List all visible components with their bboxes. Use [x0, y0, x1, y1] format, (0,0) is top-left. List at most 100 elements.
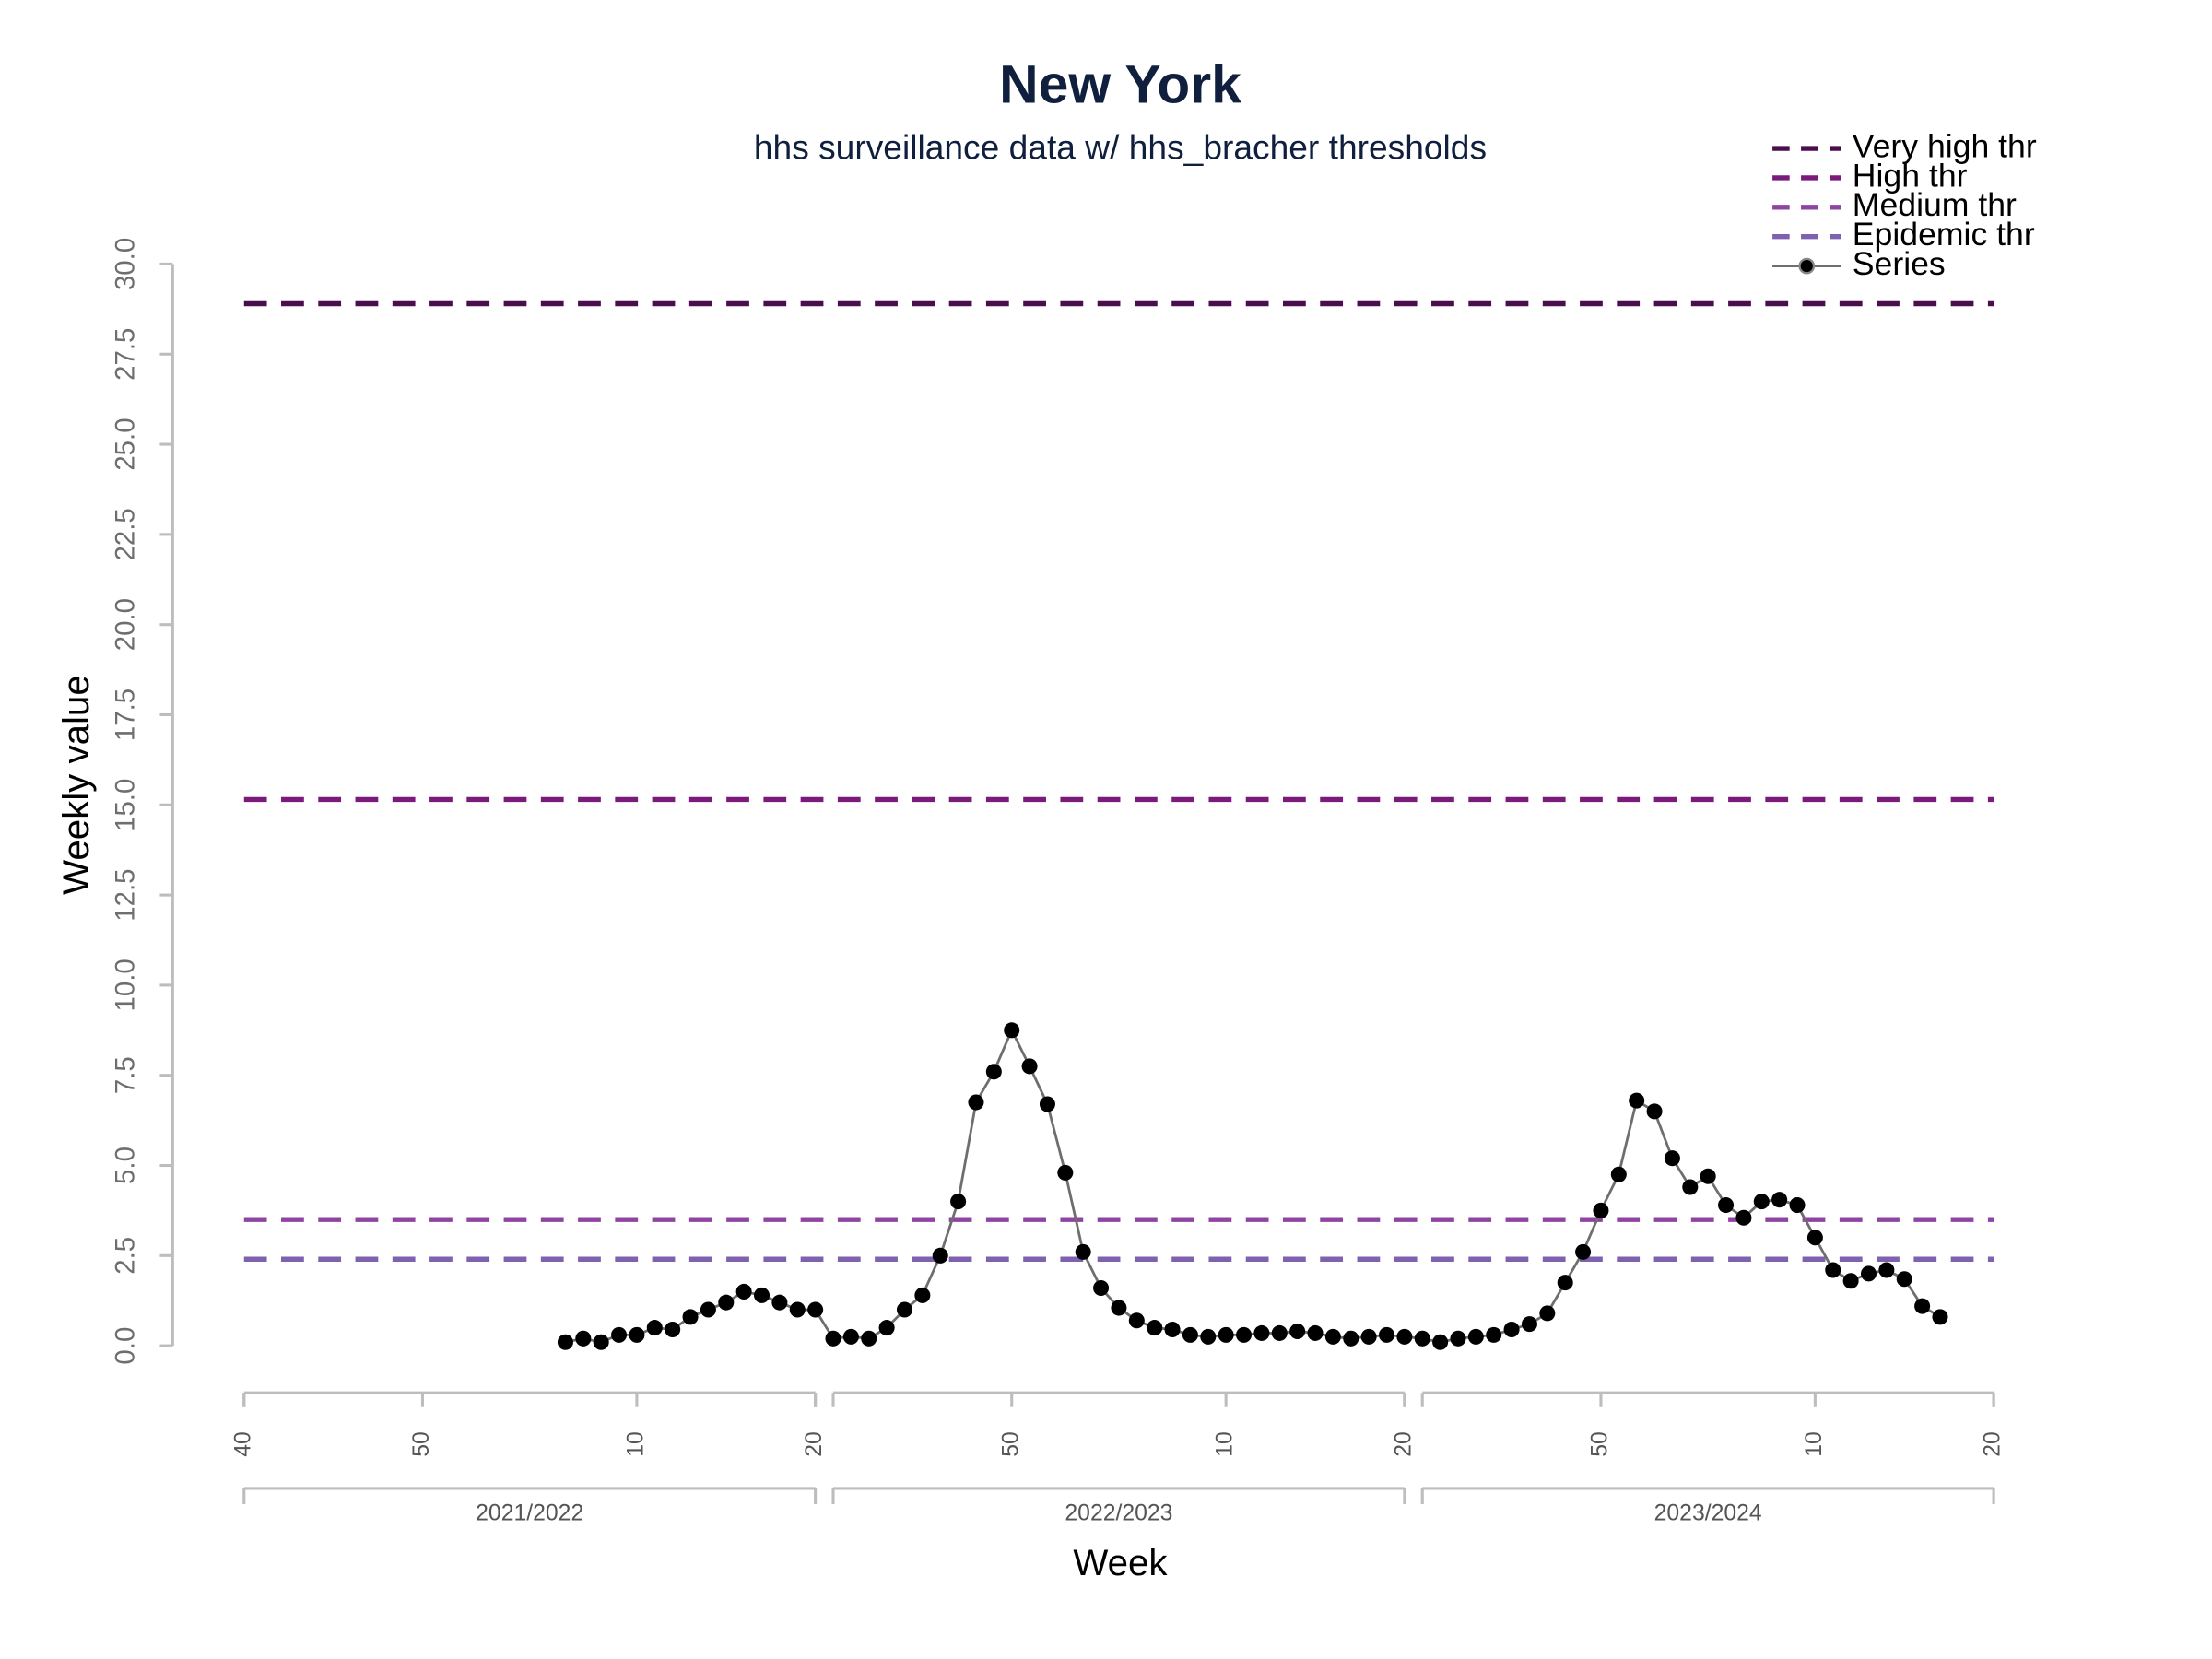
data-point [1378, 1326, 1395, 1343]
data-point [1629, 1092, 1645, 1109]
data-point [629, 1326, 645, 1343]
data-point [1236, 1326, 1253, 1343]
data-point [557, 1334, 573, 1350]
data-point [861, 1330, 877, 1347]
y-tick-label: 30.0 [111, 238, 141, 290]
data-point [1735, 1209, 1752, 1226]
data-point [1218, 1326, 1234, 1343]
data-point [1271, 1324, 1288, 1341]
data-point [842, 1328, 859, 1345]
season-label: 2021/2022 [476, 1500, 583, 1525]
data-point [789, 1301, 806, 1318]
x-tick-label: 20 [802, 1431, 827, 1457]
data-point [1253, 1324, 1270, 1341]
data-point [1182, 1326, 1198, 1343]
data-point [1467, 1328, 1484, 1345]
data-point [754, 1287, 771, 1303]
y-tick-label: 0.0 [111, 1327, 141, 1365]
data-point [1057, 1164, 1074, 1181]
y-tick-label: 27.5 [111, 328, 141, 381]
legend-label: Epidemic thr [1853, 216, 2035, 253]
data-point [1164, 1322, 1181, 1338]
data-point [1896, 1271, 1912, 1288]
season-label: 2022/2023 [1065, 1500, 1172, 1525]
x-axis-label: Week [1073, 1542, 1168, 1583]
data-point [878, 1320, 895, 1336]
data-point [968, 1094, 984, 1111]
data-point [1004, 1022, 1020, 1039]
x-tick-label: 40 [230, 1431, 255, 1457]
y-tick-label: 5.0 [111, 1147, 141, 1184]
x-tick-label: 10 [1802, 1431, 1827, 1457]
x-tick-label: 50 [998, 1431, 1023, 1457]
data-point [646, 1320, 663, 1336]
data-point [1753, 1194, 1770, 1210]
data-point [1718, 1197, 1735, 1214]
data-point [1414, 1330, 1430, 1347]
data-point [1646, 1103, 1663, 1120]
series-line [565, 1027, 1941, 1344]
data-point [807, 1301, 824, 1318]
data-point [1396, 1328, 1413, 1345]
data-point [950, 1194, 967, 1210]
data-point [1307, 1324, 1324, 1341]
data-point [985, 1064, 1002, 1080]
data-point [700, 1301, 716, 1318]
data-point [735, 1283, 752, 1300]
data-point [1700, 1168, 1716, 1184]
data-point [1111, 1300, 1127, 1316]
data-point [825, 1330, 841, 1347]
data-point [896, 1301, 913, 1318]
data-point [771, 1294, 788, 1311]
y-tick-label: 12.5 [111, 868, 141, 921]
data-point [1914, 1298, 1931, 1314]
data-point [1289, 1323, 1306, 1339]
data-point [1075, 1243, 1091, 1260]
data-point [1593, 1202, 1609, 1218]
data-point [914, 1287, 931, 1303]
chart-subtitle: hhs surveillance data w/ hhs_bracher thr… [754, 127, 1487, 166]
x-tick-label: 20 [1391, 1431, 1416, 1457]
data-point [1128, 1312, 1145, 1329]
y-tick-label: 25.0 [111, 418, 141, 470]
data-point [718, 1294, 735, 1311]
data-point [1343, 1330, 1359, 1347]
x-tick-label: 50 [1587, 1431, 1612, 1457]
legend-label: Medium thr [1853, 186, 2017, 223]
data-point [1200, 1328, 1217, 1345]
y-tick-label: 22.5 [111, 508, 141, 560]
data-point [1450, 1330, 1466, 1347]
data-point [932, 1247, 948, 1264]
data-point [1575, 1243, 1592, 1260]
data-point [1842, 1273, 1859, 1289]
data-point [1521, 1316, 1537, 1333]
chart-title: New York [999, 55, 1241, 115]
y-tick-label: 2.5 [111, 1237, 141, 1275]
data-point [1039, 1096, 1055, 1112]
data-point [1610, 1166, 1627, 1182]
data-point [593, 1334, 609, 1350]
legend-label: High thr [1853, 157, 1968, 194]
data-point [1093, 1280, 1110, 1297]
data-point [1432, 1334, 1449, 1350]
data-point [682, 1309, 699, 1325]
data-point [1503, 1322, 1520, 1338]
data-point [1021, 1058, 1038, 1075]
data-point [1789, 1197, 1806, 1214]
y-axis-label: Weekly value [55, 675, 97, 895]
x-tick-label: 20 [1981, 1431, 2006, 1457]
data-point [611, 1326, 628, 1343]
data-point [665, 1322, 681, 1338]
y-tick-label: 20.0 [111, 598, 141, 651]
legend-swatch-point [1798, 257, 1816, 275]
data-point [1324, 1328, 1341, 1345]
data-point [1486, 1326, 1502, 1343]
x-tick-label: 10 [1213, 1431, 1238, 1457]
data-point [1147, 1320, 1163, 1336]
y-tick-label: 15.0 [111, 779, 141, 831]
y-tick-label: 10.0 [111, 959, 141, 1011]
data-point [1806, 1230, 1823, 1246]
data-point [1539, 1305, 1556, 1322]
